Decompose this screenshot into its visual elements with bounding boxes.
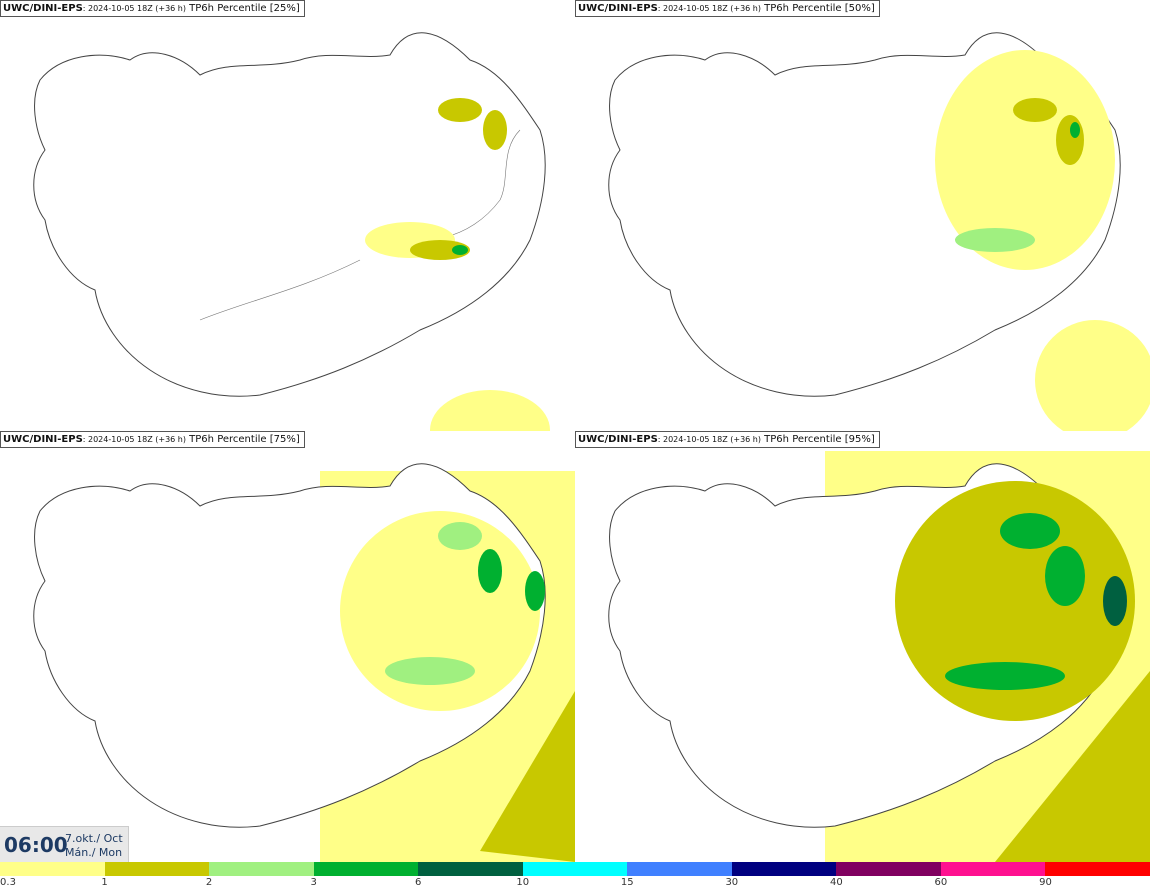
map-panel-25: UWC/DINI-EPS: 2024-10-05 18Z (+36 h) TP6… [0, 0, 575, 431]
valid-date-line1: 7.okt./ Oct [65, 832, 123, 845]
iceland-map [33, 463, 575, 862]
colorbar-swatch [209, 862, 314, 876]
map-panel-95: UWC/DINI-EPS: 2024-10-05 18Z (+36 h) TP6… [575, 431, 1150, 862]
colorbar-tick-label: 6 [414, 877, 422, 888]
colorbar-swatch [104, 862, 210, 876]
iceland-map [608, 32, 1150, 431]
colorbar-tick-label: 15 [620, 877, 634, 888]
iceland-map [608, 451, 1150, 862]
colorbar [0, 862, 1150, 876]
colorbar-swatch [627, 862, 732, 876]
colorbar-tick-label: 2 [205, 877, 213, 888]
valid-date-line2: Mán./ Mon [65, 846, 123, 859]
colorbar-tick-label: 60 [934, 877, 948, 888]
colorbar-tick-label: 30 [725, 877, 739, 888]
colorbar-swatch [313, 862, 419, 876]
colorbar-tick-label: 10 [516, 877, 530, 888]
map-panel-75: UWC/DINI-EPS: 2024-10-05 18Z (+36 h) TP6… [0, 431, 575, 862]
panel-title: UWC/DINI-EPS: 2024-10-05 18Z (+36 h) TP6… [0, 0, 305, 17]
colorbar-tick-label: 90 [1039, 877, 1052, 888]
colorbar-swatch [418, 862, 523, 876]
iceland-map [33, 32, 550, 431]
colorbar-swatch [0, 862, 105, 876]
colorbar-labels: 0.3 1 2 3 6 10 15 30 40 60 90 [0, 877, 1150, 891]
colorbar-tick-label: 40 [829, 877, 843, 888]
valid-time-box: 06:00 7.okt./ Oct Mán./ Mon [0, 826, 129, 863]
panel-title: UWC/DINI-EPS: 2024-10-05 18Z (+36 h) TP6… [575, 431, 880, 448]
colorbar-swatch [522, 862, 628, 876]
colorbar-tick-label: 3 [310, 877, 317, 888]
colorbar-swatch [731, 862, 837, 876]
panel-title: UWC/DINI-EPS: 2024-10-05 18Z (+36 h) TP6… [0, 431, 305, 448]
valid-time-clock: 06:00 [4, 833, 68, 857]
colorbar-swatch [1045, 862, 1150, 876]
panel-title: UWC/DINI-EPS: 2024-10-05 18Z (+36 h) TP6… [575, 0, 880, 17]
colorbar-swatch [836, 862, 941, 876]
colorbar-tick-label: 0.3 [0, 877, 16, 888]
colorbar-tick-label: 1 [101, 877, 108, 888]
map-panel-50: UWC/DINI-EPS: 2024-10-05 18Z (+36 h) TP6… [575, 0, 1150, 431]
colorbar-swatch [940, 862, 1046, 876]
